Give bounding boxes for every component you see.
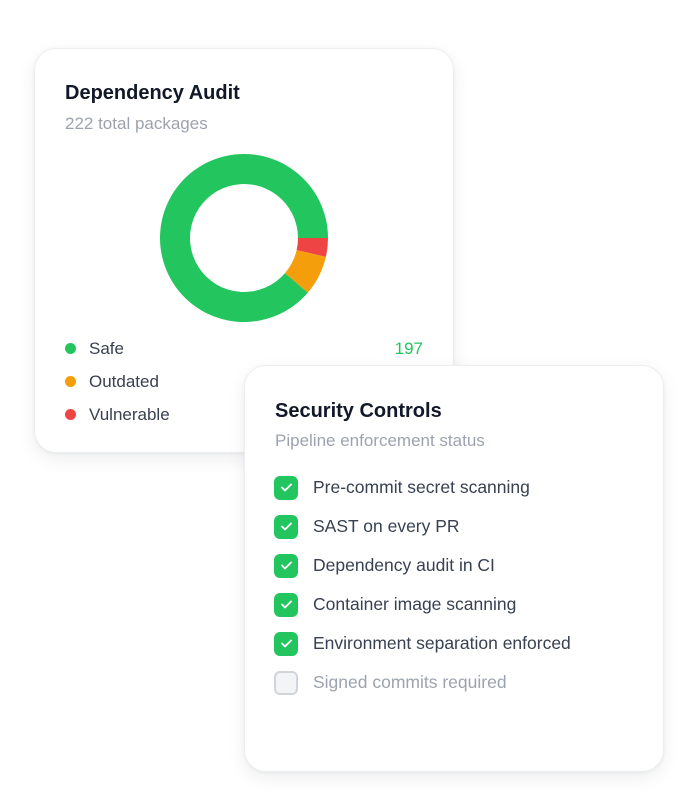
dependency-donut-chart <box>160 154 328 322</box>
checkbox-checked[interactable] <box>274 592 298 617</box>
vulnerable-dot-icon <box>65 409 76 420</box>
control-item-environment-separation[interactable]: Environment separation enforced <box>274 624 571 663</box>
checkbox-checked[interactable] <box>274 553 298 578</box>
control-label: Environment separation enforced <box>313 633 571 653</box>
control-item-container-scanning[interactable]: Container image scanning <box>274 585 571 624</box>
safe-dot-icon <box>65 343 76 354</box>
outdated-dot-icon <box>65 376 76 387</box>
pipeline-status-subtitle: Pipeline enforcement status <box>275 431 485 450</box>
dependency-audit-title: Dependency Audit <box>65 82 240 104</box>
checkbox-checked[interactable] <box>274 475 298 500</box>
controls-checklist: Pre-commit secret scanning SAST on every… <box>274 468 571 702</box>
donut-slice-outdated <box>285 250 326 293</box>
control-label: Dependency audit in CI <box>313 555 495 575</box>
checkbox-unchecked[interactable] <box>274 670 298 695</box>
check-icon <box>280 600 292 609</box>
legend-item-safe: Safe 197 <box>65 332 423 365</box>
check-icon <box>280 561 292 570</box>
legend-label: Vulnerable <box>89 404 170 424</box>
legend-label: Safe <box>89 338 124 358</box>
security-controls-title: Security Controls <box>275 400 442 422</box>
check-icon <box>280 639 292 648</box>
control-item-dependency-audit[interactable]: Dependency audit in CI <box>274 546 571 585</box>
checkbox-checked[interactable] <box>274 631 298 656</box>
total-packages-subtitle: 222 total packages <box>65 114 208 133</box>
donut-slice-vulnerable <box>296 238 328 257</box>
control-item-sast[interactable]: SAST on every PR <box>274 507 571 546</box>
control-item-signed-commits[interactable]: Signed commits required <box>274 663 571 702</box>
legend-count: 197 <box>394 338 423 358</box>
control-label: SAST on every PR <box>313 516 460 536</box>
legend-label: Outdated <box>89 371 159 391</box>
control-label: Container image scanning <box>313 594 517 614</box>
check-icon <box>280 483 292 492</box>
check-icon <box>280 522 292 531</box>
legend-item-outdated: Outdated <box>65 365 423 398</box>
security-controls-card: Security Controls Pipeline enforcement s… <box>244 365 664 772</box>
checkbox-checked[interactable] <box>274 514 298 539</box>
control-label: Pre-commit secret scanning <box>313 477 530 497</box>
legend-item-vulnerable: Vulnerable <box>65 398 423 431</box>
control-item-secret-scanning[interactable]: Pre-commit secret scanning <box>274 468 571 507</box>
chart-legend: Safe 197 Outdated Vulnerable <box>65 332 423 431</box>
donut-slice-safe <box>160 154 328 322</box>
control-label: Signed commits required <box>313 672 507 692</box>
